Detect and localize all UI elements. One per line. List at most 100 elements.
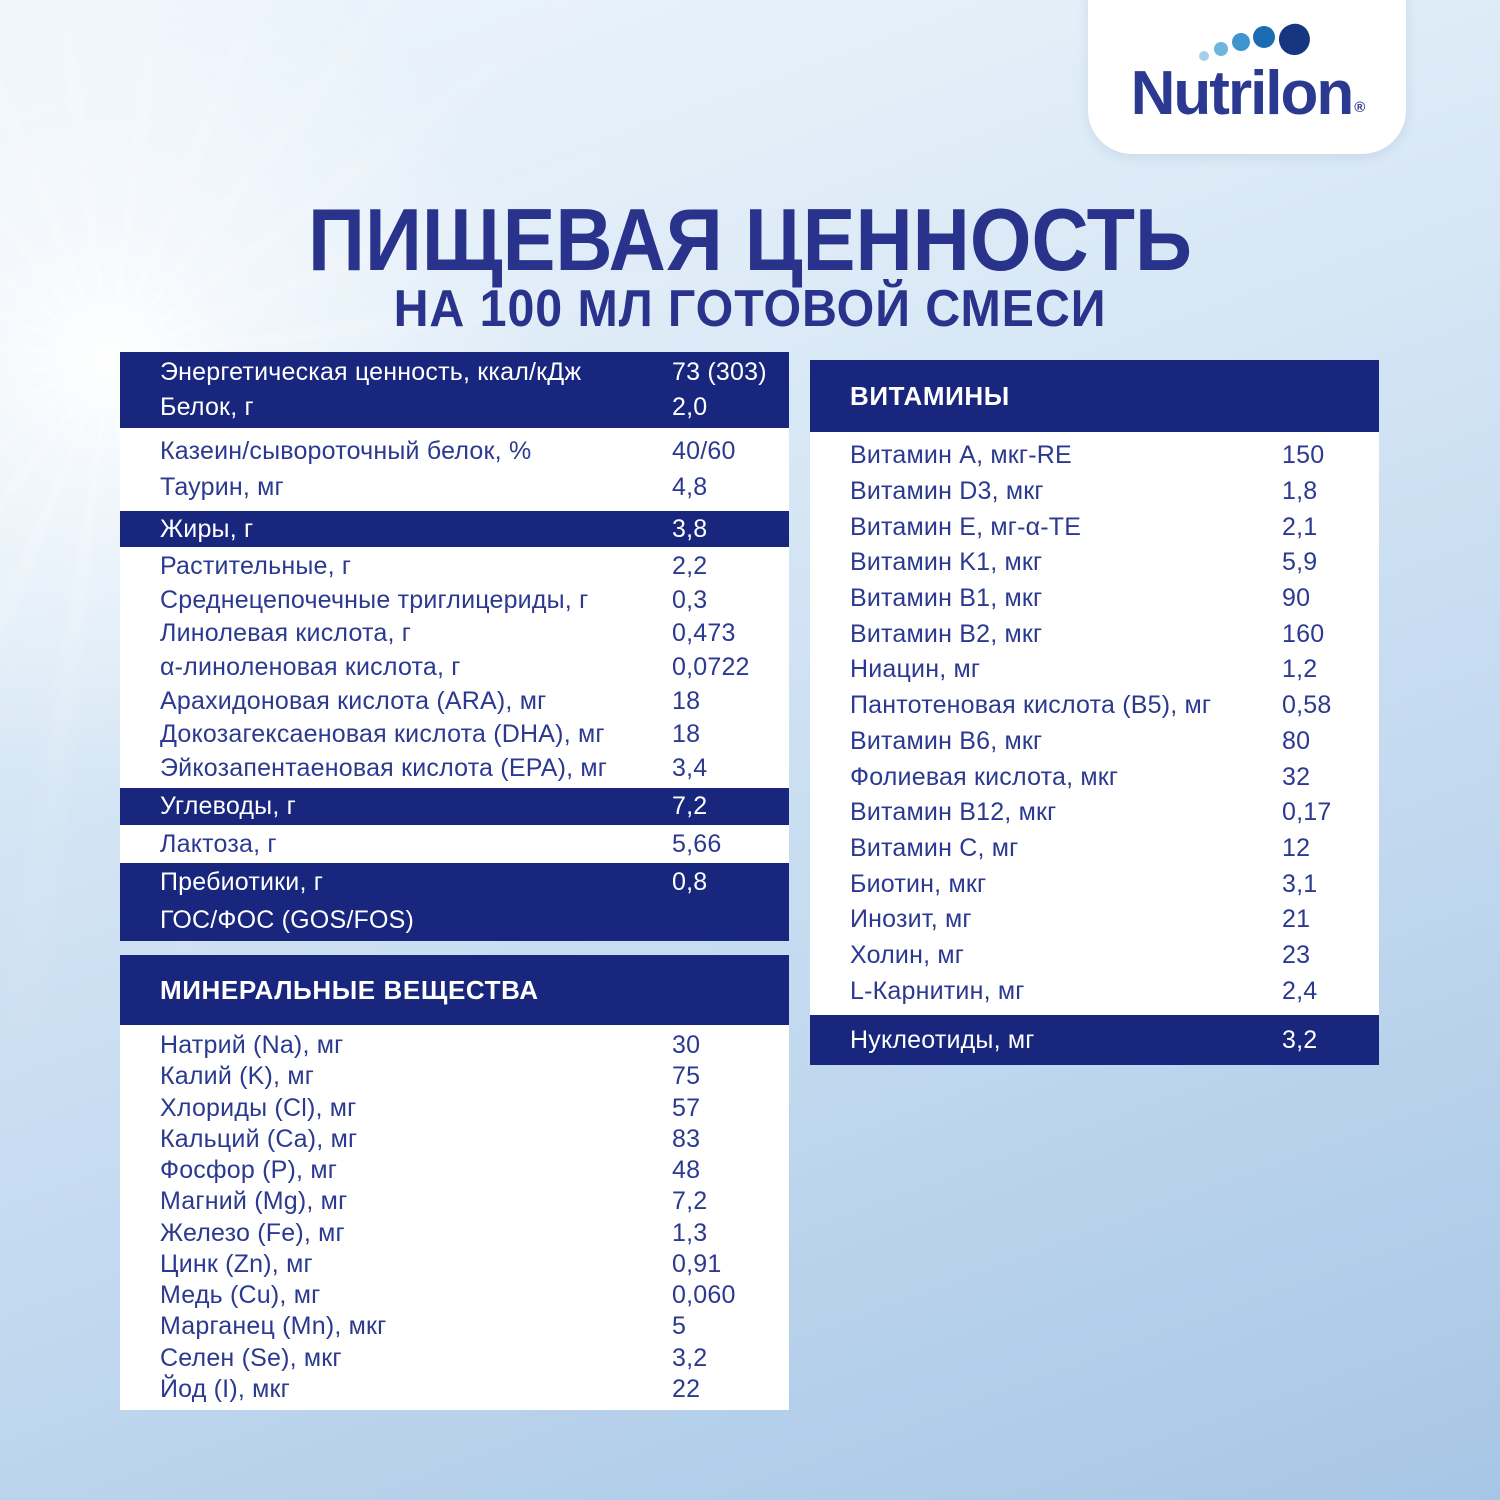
row-label: Холин, мг (850, 940, 965, 969)
row-value: 2,1 (1282, 512, 1318, 541)
row-label: L-Карнитин, мг (850, 976, 1025, 1005)
row-value: 1,3 (672, 1218, 708, 1247)
row-value: 18 (672, 686, 701, 715)
table-row: Инозит, мг 21 (850, 902, 1379, 938)
row-value: 5,9 (1282, 548, 1318, 577)
table-row: Пребиотики, г ГОС/ФОС (GOS/FOS) 0,8 (160, 863, 789, 941)
row-label: Витамин E, мг-α-TE (850, 512, 1082, 541)
logo-dot (1253, 26, 1275, 48)
table-row: Кальций (Ca), мг 83 (160, 1124, 789, 1155)
row-label: Витамин C, мг (850, 833, 1019, 862)
vitamins-header: ВИТАМИНЫ (810, 360, 1379, 432)
row-value: 1,2 (1282, 655, 1318, 684)
row-label: Йод (I), мкг (160, 1374, 290, 1403)
row-label: Пребиотики, г ГОС/ФОС (GOS/FOS) (160, 863, 672, 939)
brand-name: Nutrilon (1130, 59, 1355, 128)
row-value: 5,66 (672, 829, 722, 858)
row-label: Натрий (Na), мг (160, 1031, 344, 1060)
row-label: Углеводы, г (160, 792, 296, 820)
row-label: Калий (K), мг (160, 1062, 315, 1091)
row-label: Витамин B1, мкг (850, 584, 1043, 613)
row-label: Эйкозапентаеновая кислота (EPA), мг (160, 753, 608, 782)
table-row: Среднецепочечные триглицериды, г 0,3 (160, 584, 789, 618)
row-value: 3,4 (672, 753, 708, 782)
row-value: 32 (1282, 762, 1311, 791)
table-row: Медь (Cu), мг 0,060 (160, 1280, 789, 1311)
page-subtitle: НА 100 МЛ ГОТОВОЙ СМЕСИ (393, 280, 1107, 338)
table-row: Витамин B2, мкг 160 (850, 616, 1379, 652)
table-row: Углеводы, г 7,2 (160, 788, 789, 825)
logo-dot (1199, 51, 1209, 61)
table-row: Йод (I), мкг 22 (160, 1374, 789, 1405)
row-label: Марганец (Mn), мкг (160, 1312, 387, 1341)
row-label: Витамин K1, мкг (850, 548, 1043, 577)
table-row: Докозагексаеновая кислота (DHA), мг 18 (160, 718, 789, 752)
row-value: 4,8 (672, 473, 708, 502)
row-value: 0,17 (1282, 798, 1332, 827)
table-row: Биотин, мкг 3,1 (850, 866, 1379, 902)
table-row: Калий (K), мг 75 (160, 1061, 789, 1092)
table-row: Селен (Se), мкг 3,2 (160, 1343, 789, 1374)
row-label: Витамин B2, мкг (850, 619, 1043, 648)
row-label: Белок, г (160, 393, 254, 421)
row-value: 160 (1282, 619, 1325, 648)
row-value: 0,91 (672, 1249, 722, 1278)
table-row: Железо (Fe), мг 1,3 (160, 1218, 789, 1249)
row-value: 3,8 (672, 514, 708, 543)
row-label: Среднецепочечные триглицериды, г (160, 585, 589, 614)
logo-dot (1274, 19, 1315, 60)
table-row: Эйкозапентаеновая кислота (EPA), мг 3,4 (160, 751, 789, 785)
row-label: Арахидоновая кислота (ARA), мг (160, 686, 547, 715)
table-row: Магний (Mg), мг 7,2 (160, 1186, 789, 1217)
row-label: Цинк (Zn), мг (160, 1249, 313, 1278)
vitamins-section: Витамин A, мкг-RE 150 Витамин D3, мкг 1,… (810, 432, 1379, 1015)
table-row: Натрий (Na), мг 30 (160, 1030, 789, 1061)
row-value: 0,0722 (672, 653, 750, 681)
minerals-section: Натрий (Na), мг 30 Калий (K), мг 75 Хлор… (120, 1025, 789, 1410)
row-value: 2,0 (672, 393, 708, 421)
lactose-row: Лактоза, г 5,66 (120, 825, 789, 863)
table-row: Витамин K1, мкг 5,9 (850, 545, 1379, 581)
table-row: Хлориды (Cl), мг 57 (160, 1093, 789, 1124)
table-row: Цинк (Zn), мг 0,91 (160, 1249, 789, 1280)
row-label: Хлориды (Cl), мг (160, 1093, 357, 1122)
page-title: ПИЩЕВАЯ ЦЕННОСТЬ (308, 190, 1192, 289)
row-value: 12 (1282, 833, 1311, 862)
row-value: 3,2 (1282, 1025, 1318, 1054)
table-row: Витамин C, мг 12 (850, 831, 1379, 867)
row-label: Лактоза, г (160, 829, 277, 858)
row-value: 18 (672, 720, 701, 749)
table-row: Таурин, мг 4,8 (160, 470, 789, 507)
table-row: Фолиевая кислота, мкг 32 (850, 759, 1379, 795)
row-label: Магний (Mg), мг (160, 1187, 348, 1216)
row-value: 150 (1282, 441, 1325, 470)
row-label: Фолиевая кислота, мкг (850, 762, 1119, 791)
row-label: Таурин, мг (160, 473, 284, 502)
row-value: 21 (1282, 905, 1311, 934)
table-row: Витамин B12, мкг 0,17 (850, 795, 1379, 831)
row-label: Энергетическая ценность, ккал/кДж (160, 358, 582, 386)
table-row: Марганец (Mn), мкг 5 (160, 1311, 789, 1342)
registered-trademark-icon: ® (1354, 99, 1366, 116)
carbs-header-row: Углеводы, г 7,2 (120, 788, 789, 825)
row-value: 57 (672, 1093, 701, 1122)
row-value: 83 (672, 1124, 701, 1153)
row-value: 80 (1282, 726, 1311, 755)
row-value: 5 (672, 1312, 687, 1341)
row-value: 23 (1282, 940, 1311, 969)
table-row: Витамин B6, мкг 80 (850, 724, 1379, 760)
row-value: 7,2 (672, 1187, 708, 1216)
row-value: 0,58 (1282, 691, 1332, 720)
table-row: L-Карнитин, мг 2,4 (850, 973, 1379, 1009)
row-value: 30 (672, 1031, 701, 1060)
row-value: 1,8 (1282, 477, 1318, 506)
row-label: Кальций (Ca), мг (160, 1124, 358, 1153)
table-row: Арахидоновая кислота (ARA), мг 18 (160, 684, 789, 718)
vitamins-table: ВИТАМИНЫ Витамин A, мкг-RE 150 Витамин D… (810, 360, 1379, 1065)
row-label: Растительные, г (160, 552, 352, 581)
table-row: Лактоза, г 5,66 (160, 825, 789, 863)
row-label: Инозит, мг (850, 905, 972, 934)
row-label: Ниацин, мг (850, 655, 981, 684)
